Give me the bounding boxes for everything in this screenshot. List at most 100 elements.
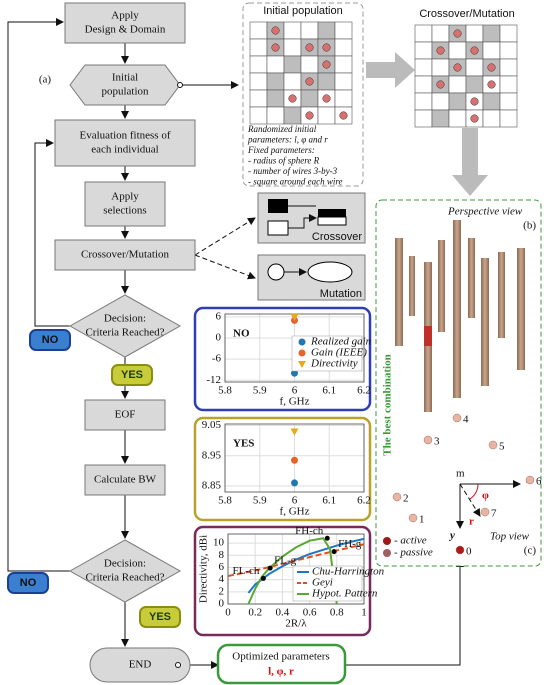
- grid-cell: [499, 24, 518, 43]
- x-tick-label: 6.2: [357, 385, 371, 397]
- node-label: selections: [103, 205, 146, 217]
- y-tick-label: 0: [216, 331, 222, 343]
- grid-cell: [317, 106, 336, 125]
- node-label: Design & Domain: [85, 24, 166, 36]
- view-label: (b): [523, 220, 536, 232]
- chart-frame: [193, 416, 372, 522]
- legend-label: Chu-Harrington: [312, 566, 385, 578]
- annotation-point: [324, 535, 330, 541]
- grid-cell: [448, 75, 467, 94]
- node-label: Criteria Reached?: [85, 572, 164, 584]
- legend-label: Hypot. Pattern: [311, 588, 378, 600]
- angle-label: φ: [482, 490, 489, 502]
- badge-label: YES: [149, 611, 171, 623]
- grid-cell: [448, 92, 467, 111]
- x-axis-label: f, GHz: [280, 506, 310, 518]
- grid-cell: [249, 89, 268, 108]
- result-params: l, φ, r: [268, 666, 294, 678]
- y-tick-label: -12: [206, 374, 221, 386]
- result-box: [216, 643, 347, 685]
- radius-label: r: [469, 516, 474, 528]
- element: [408, 513, 418, 523]
- x-tick-label: 0: [225, 607, 231, 619]
- process-node: [84, 181, 166, 227]
- element-label: 6: [536, 476, 542, 488]
- grid-cell: [300, 55, 319, 74]
- chart-title: NO: [233, 328, 250, 340]
- grid-cell: [249, 55, 268, 74]
- grid-cell: [266, 106, 285, 125]
- decision-node: [68, 539, 182, 603]
- x-tick-label: 6.1: [322, 495, 336, 507]
- grid-cell: [334, 72, 353, 91]
- individual: [288, 94, 297, 103]
- element: [452, 413, 462, 423]
- individual: [322, 43, 331, 52]
- connectors: [7, 18, 488, 669]
- node-label: population: [101, 86, 149, 98]
- y-tick-label: 8.85: [202, 479, 222, 491]
- process-node: [64, 2, 186, 44]
- grid-cell: [414, 58, 433, 77]
- annotation-point: [260, 575, 266, 581]
- legend-swatch: [298, 338, 306, 346]
- node-label: each individual: [91, 144, 159, 156]
- individual: [322, 94, 331, 103]
- badge: [111, 364, 153, 386]
- end-node: [89, 647, 191, 683]
- badge-label: YES: [121, 369, 143, 381]
- node-label: Decision:: [104, 313, 146, 325]
- process-node: [54, 119, 196, 167]
- node-label: EOF: [115, 409, 136, 421]
- legend-label: - passive: [394, 547, 433, 559]
- grid-cell: [482, 24, 501, 43]
- chart-title: YES: [233, 438, 254, 450]
- element-label: m: [456, 468, 465, 480]
- node-label: Calculate BW: [94, 474, 157, 486]
- individual: [271, 26, 280, 35]
- annotation-label: FH-ch: [295, 525, 324, 537]
- legend-swatch: [298, 349, 306, 357]
- grid-cell: [283, 21, 302, 40]
- port: [175, 662, 181, 668]
- element: [488, 440, 498, 450]
- y-tick-label: 9.05: [202, 419, 222, 431]
- process-node: [54, 239, 196, 271]
- decision-node: [68, 294, 182, 358]
- element-label: 7: [491, 508, 497, 520]
- individual: [339, 111, 348, 120]
- legend-swatch: [298, 361, 306, 368]
- x-tick-label: 5.8: [218, 495, 232, 507]
- panel-title: Crossover/Mutation: [419, 8, 514, 20]
- grid-cell: [465, 75, 484, 94]
- note: Fixed parameters:: [247, 145, 315, 155]
- grid-cell: [499, 75, 518, 94]
- result-title: Optimized parameters: [232, 651, 329, 663]
- point: [291, 479, 298, 487]
- note: parameters: l, φ and r: [247, 135, 328, 145]
- grid-cell: [414, 41, 433, 60]
- grid-cell: [499, 109, 518, 128]
- note: Randomized initial: [247, 124, 317, 134]
- grid-cell: [283, 38, 302, 57]
- plot-area: [224, 423, 365, 493]
- operator-label: Crossover: [312, 231, 362, 243]
- y-tick-label: 6: [216, 310, 222, 322]
- individual: [470, 97, 479, 106]
- grid-cell: [334, 55, 353, 74]
- node-label: Initial: [112, 72, 138, 84]
- grid-cell: [334, 38, 353, 57]
- grid-cell: [499, 41, 518, 60]
- curve: [247, 537, 338, 605]
- individual: [487, 63, 496, 72]
- x-tick-label: 6.2: [357, 495, 371, 507]
- individual: [453, 63, 462, 72]
- grid-cell: [266, 89, 285, 108]
- x-tick-label: 1: [361, 607, 367, 619]
- grid-cell: [414, 24, 433, 43]
- element: [455, 545, 465, 555]
- element: [392, 492, 402, 502]
- panel-label: (a): [39, 74, 52, 86]
- x-tick-label: 5.9: [253, 495, 267, 507]
